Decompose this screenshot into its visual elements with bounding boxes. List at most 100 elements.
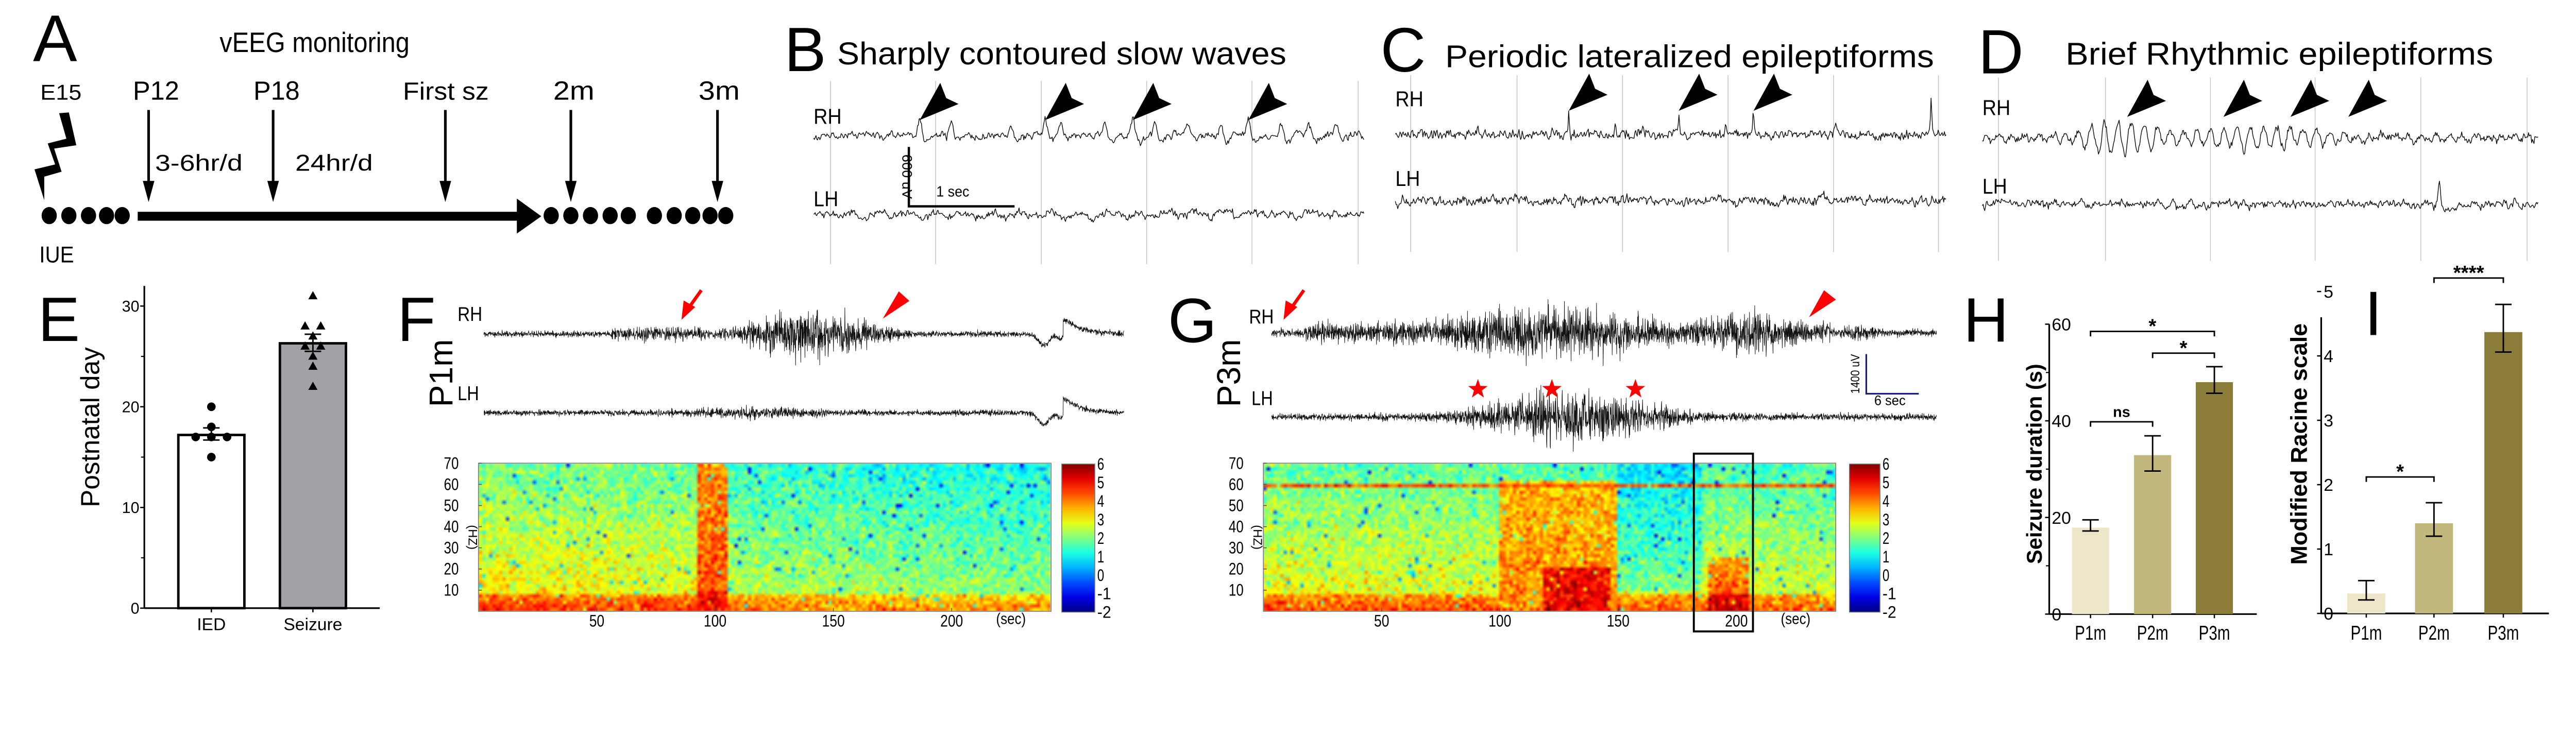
data-point-circle [223,433,232,441]
panel-label-A: A [33,2,77,76]
bar-p2m [2415,523,2453,614]
y-tick-label: 40 [1229,517,1244,536]
timeline-dot [544,207,559,225]
red-arrowhead-icon [883,291,910,319]
lightning-bolt-icon [34,112,77,200]
channel-label-rh: RH [1982,96,2010,120]
panel-D-eeg: D Brief Rhythmic epileptiforms RH LH [1978,16,2538,261]
bar-ied [177,434,246,610]
data-point-triangle [300,321,310,330]
eeg-trace-rh [483,307,1124,366]
bar-p2m [2134,455,2172,614]
x-tick-label: 200 [940,612,963,630]
significance-label: ns [2113,404,2130,420]
y-tick-label: 10 [444,581,459,600]
y-tick-label: 30 [1229,539,1244,557]
y-tick-label: 2 [2324,476,2333,495]
x-tick-label: 150 [1607,612,1630,630]
colorbar-tick-label: 4 [1883,492,1889,510]
error-bar [2426,502,2443,537]
data-point-circle [207,402,216,412]
y-tick-label: 0 [131,600,140,618]
arrowhead-marker-icon [1753,73,1792,111]
scale-bar-voltage: 1400 uV [1849,354,1862,393]
y-tick-label: 40 [2052,412,2071,431]
colorbar [1849,464,1880,613]
significance-bracket [2090,331,2215,337]
bar-p1m [2072,527,2109,614]
colorbar-tick-label: 3 [1883,510,1889,529]
timepoint-label: P18 [253,76,300,106]
panel-label-H: H [1963,285,2009,355]
eeg-trace-lh [813,208,1365,223]
arrowhead-marker-icon [2223,79,2263,117]
colorbar-tick-label: -1 [1883,585,1896,603]
condition-label: P3m [1210,339,1247,407]
procedure-label: IUE [39,242,74,268]
x-tick-label: Seizure [283,615,342,634]
y-tick-label: 70 [444,454,459,472]
y-tick-label: 60 [1229,475,1244,493]
spectrogram-frame [1263,463,1837,612]
colorbar-tick-label: -2 [1097,603,1111,622]
panel-C-eeg: C Periodic lateralized epileptiforms RH LH [1380,15,1946,252]
x-tick-label: 50 [1374,612,1389,630]
colorbar-tick-label: 4 [1097,492,1104,510]
panel-label-G: G [1168,285,1217,355]
spectrogram-frame [478,463,1052,612]
timepoint-label: P12 [133,76,179,106]
y-tick-label: 60 [2052,316,2071,335]
colorbar-tick-label: 6 [1097,455,1104,473]
significance-label: * [2396,461,2404,483]
eeg-trace-lh [1982,181,2538,213]
data-point-triangle [308,382,318,390]
highlight-box [1692,452,1754,632]
timeline-dot [718,207,734,225]
colorbar-tick-label: 2 [1883,529,1889,547]
timeline-dot [583,207,598,225]
arrowhead-marker-icon [1679,73,1718,111]
channel-label-rh: RH [1395,87,1423,111]
timeline-dot [98,207,114,225]
data-point-circle [207,453,216,461]
timeline-dot [666,207,682,225]
colorbar-tick-label: 6 [1883,455,1889,473]
data-point-triangle [308,331,318,340]
arrowhead-marker-icon [2290,79,2330,117]
panel-label-C: C [1380,15,1426,85]
data-point-circle [207,433,216,441]
scale-bar-voltage: 600 uV [900,155,916,199]
bar-p3m [2484,332,2522,614]
significance-label: * [2148,316,2156,338]
error-bar [2206,366,2223,395]
y-tick-label: 20 [2052,509,2071,528]
colorbar-tick-label: 2 [1097,529,1104,547]
x-tick-label: P1m [2075,622,2106,644]
channel-label-rh: RH [814,104,841,128]
eeg-trace-lh [1271,385,1937,452]
spectrogram-canvas [1263,463,1836,611]
eeg-trace-lh [483,396,1124,426]
arrow-tip-icon [143,181,155,202]
y-tick-label: 60 [444,475,459,493]
data-point-triangle [308,291,318,300]
y-axis-label: Postnatal day [75,347,105,507]
y-tick-label: 1 [2324,540,2333,559]
x-axis-label: (sec) [996,610,1026,628]
red-star-icon [1468,379,1488,398]
error-bar [2082,519,2099,532]
eeg-trace-rh [813,116,1365,146]
y-tick-label: 30 [444,539,459,557]
arrowhead-marker-icon [920,82,959,121]
timeline-bar [138,212,519,221]
arrow-tip-icon [267,181,279,202]
arrow-tip-icon [439,181,451,202]
panel-H-bar-chart: H 0 20 40 60 P1m P2m P3m Seizure duration (s) ns *… [1963,285,2257,644]
y-tick-label: 0 [2324,605,2333,624]
x-tick-label: P2m [2418,622,2450,644]
x-tick-label: 150 [822,612,844,630]
panel-label-B: B [784,14,826,84]
y-tick-label: 50 [1229,496,1244,515]
arrowhead-marker-icon [1045,82,1084,121]
bar-p3m [2196,382,2233,614]
